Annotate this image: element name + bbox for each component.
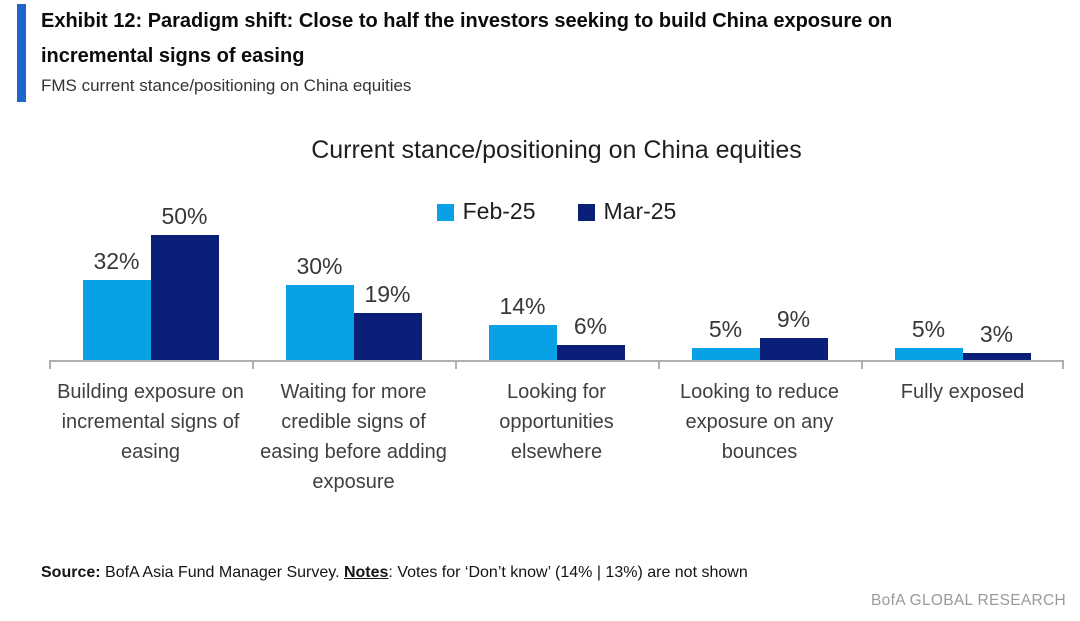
bar-group: 5% 9% — [658, 173, 861, 360]
bar-mar-25: 3% — [962, 321, 1031, 360]
legend-label: Feb-25 — [462, 198, 536, 224]
bar-value-label: 5% — [708, 315, 743, 342]
source-note: Source: BofA Asia Fund Manager Survey. N… — [41, 564, 748, 582]
bar-mar-25: 50% — [150, 203, 219, 360]
bar-mar-25: 9% — [759, 306, 828, 360]
bar-feb-25: 5% — [691, 316, 760, 360]
bar-pair: 32% 50% — [82, 203, 219, 360]
x-axis — [49, 360, 1064, 369]
axis-tick — [861, 360, 863, 369]
bar-group: 32% 50% — [49, 173, 252, 360]
axis-tick — [1062, 360, 1064, 369]
bar-group: 5% 3% — [861, 173, 1064, 360]
bar-value-label: 6% — [573, 313, 608, 339]
bar-value-label: 9% — [776, 305, 811, 332]
category-label: Building exposure on incremental signs o… — [57, 381, 244, 463]
bar-feb-25: 14% — [488, 293, 557, 360]
bar-value-label: 14% — [499, 293, 546, 319]
category-label: Waiting for more credible signs of easin… — [260, 381, 447, 493]
bar-feb-25: 32% — [82, 248, 151, 360]
legend-item-mar-25: Mar-25 — [577, 198, 677, 225]
axis-tick — [252, 360, 254, 369]
bar-group: 14% 6% — [455, 173, 658, 360]
chart-title: Current stance/positioning on China equi… — [311, 136, 802, 164]
axis-tick — [49, 360, 51, 369]
category-label: Fully exposed — [900, 381, 1025, 403]
source-text: BofA Asia Fund Manager Survey. — [100, 564, 344, 581]
bar-group: 30% 19% — [252, 173, 455, 360]
category-label: Looking for opportunities elsewhere — [499, 381, 614, 463]
exhibit-subtitle: FMS current stance/positioning on China … — [41, 76, 412, 95]
bar-pair: 30% 19% — [285, 253, 422, 360]
bar-pair: 5% 9% — [691, 306, 828, 360]
bar-value-label: 32% — [93, 248, 140, 274]
bar-pair: 14% 6% — [488, 293, 625, 360]
bar-feb-25: 30% — [285, 253, 354, 360]
bofa-global-research-brand: BofA GLOBAL RESEARCH — [871, 592, 1066, 609]
bar-mar-25: 6% — [556, 313, 625, 360]
bar-value-label: 19% — [364, 280, 411, 307]
bar-value-label: 30% — [296, 253, 343, 279]
bar-value-label: 5% — [911, 315, 946, 342]
notes-text: : Votes for ‘Don’t know’ (14% | 13%) are… — [388, 564, 748, 581]
plot-area: 32% 50% 30% 19% 14% 6% 5% 9% 5% 3% — [49, 173, 1064, 360]
notes-label: Notes — [343, 564, 389, 581]
bar-pair: 5% 3% — [894, 316, 1031, 360]
bar-feb-25: 5% — [894, 316, 963, 360]
category-label: Looking to reduce exposure on any bounce… — [679, 381, 839, 463]
bar-mar-25: 19% — [353, 281, 422, 360]
axis-tick — [658, 360, 660, 369]
legend-item-feb-25: Feb-25 — [436, 198, 536, 225]
source-label: Source: — [41, 564, 101, 581]
exhibit-accent-bar — [17, 4, 26, 102]
chart-legend: Feb-25 Mar-25 — [49, 198, 1064, 225]
bar-value-label: 3% — [979, 320, 1014, 347]
legend-label: Mar-25 — [603, 198, 677, 224]
exhibit-title: Exhibit 12: Paradigm shift: Close to hal… — [41, 10, 893, 67]
mar-25-swatch-icon — [577, 204, 595, 221]
axis-tick — [455, 360, 457, 369]
bar-value-label: 50% — [161, 203, 208, 229]
category-labels: Building exposure on incremental signs o… — [49, 377, 1064, 497]
feb-25-swatch-icon — [436, 204, 454, 221]
